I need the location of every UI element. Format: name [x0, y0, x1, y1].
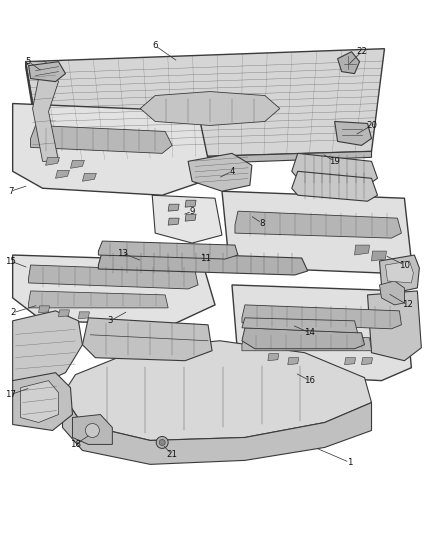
Polygon shape	[82, 318, 212, 361]
Text: 2: 2	[10, 309, 15, 317]
Polygon shape	[13, 103, 212, 195]
Polygon shape	[140, 92, 280, 125]
Polygon shape	[21, 381, 59, 423]
Polygon shape	[25, 62, 59, 161]
Polygon shape	[63, 341, 371, 440]
Polygon shape	[242, 333, 371, 351]
Polygon shape	[188, 154, 252, 191]
Polygon shape	[379, 255, 419, 293]
Polygon shape	[59, 310, 70, 317]
Polygon shape	[367, 291, 421, 361]
Text: 13: 13	[117, 248, 128, 257]
Circle shape	[85, 424, 99, 438]
Text: 10: 10	[399, 261, 410, 270]
Polygon shape	[268, 354, 279, 361]
Polygon shape	[42, 151, 371, 169]
Text: 20: 20	[366, 121, 377, 130]
Polygon shape	[235, 211, 401, 238]
Polygon shape	[82, 173, 96, 181]
Polygon shape	[39, 306, 49, 313]
Text: 6: 6	[152, 41, 158, 50]
Polygon shape	[338, 52, 360, 74]
Polygon shape	[28, 291, 168, 308]
Polygon shape	[379, 281, 404, 305]
Circle shape	[156, 437, 168, 448]
Polygon shape	[168, 218, 179, 225]
Text: 11: 11	[200, 254, 211, 263]
Polygon shape	[371, 251, 386, 261]
Text: 14: 14	[304, 328, 315, 337]
Polygon shape	[63, 394, 371, 464]
Polygon shape	[292, 171, 378, 201]
Polygon shape	[71, 160, 85, 168]
Text: 1: 1	[347, 458, 352, 467]
Polygon shape	[56, 171, 70, 178]
Text: 21: 21	[166, 450, 178, 459]
Polygon shape	[232, 285, 411, 381]
Polygon shape	[385, 261, 413, 283]
Polygon shape	[28, 265, 198, 289]
Text: 17: 17	[5, 390, 16, 399]
Polygon shape	[72, 415, 112, 445]
Polygon shape	[13, 373, 72, 431]
Polygon shape	[25, 62, 42, 169]
Text: 16: 16	[304, 376, 315, 385]
Polygon shape	[345, 358, 356, 365]
Polygon shape	[46, 157, 60, 165]
Text: 12: 12	[402, 301, 413, 309]
Polygon shape	[13, 255, 215, 325]
Text: 9: 9	[189, 207, 195, 216]
Circle shape	[159, 439, 165, 446]
Polygon shape	[31, 125, 172, 154]
Polygon shape	[242, 305, 401, 329]
Polygon shape	[152, 195, 222, 243]
Text: 22: 22	[356, 47, 367, 56]
Polygon shape	[288, 358, 299, 365]
Text: 18: 18	[70, 440, 81, 449]
Polygon shape	[335, 122, 371, 146]
Polygon shape	[99, 251, 308, 275]
Polygon shape	[361, 358, 372, 365]
Text: 4: 4	[229, 167, 235, 176]
Text: 7: 7	[8, 187, 14, 196]
Polygon shape	[25, 49, 385, 161]
Polygon shape	[28, 62, 66, 82]
Polygon shape	[185, 200, 196, 207]
Text: 19: 19	[329, 157, 340, 166]
Polygon shape	[99, 241, 238, 259]
Polygon shape	[168, 204, 179, 211]
Polygon shape	[13, 311, 82, 385]
Polygon shape	[355, 245, 370, 255]
Text: 3: 3	[108, 316, 113, 325]
Text: 5: 5	[26, 57, 32, 66]
Polygon shape	[78, 312, 89, 319]
Text: 8: 8	[259, 219, 265, 228]
Polygon shape	[242, 328, 364, 349]
Polygon shape	[242, 318, 357, 333]
Polygon shape	[222, 191, 411, 273]
Polygon shape	[185, 214, 196, 221]
Text: 15: 15	[5, 256, 16, 265]
Polygon shape	[292, 154, 378, 185]
